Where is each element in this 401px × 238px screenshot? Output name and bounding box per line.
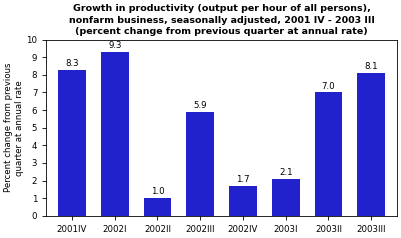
Bar	[272, 179, 300, 216]
Text: 1.0: 1.0	[151, 188, 164, 196]
Bar	[144, 198, 171, 216]
Text: 1.7: 1.7	[236, 175, 250, 184]
Text: 8.3: 8.3	[65, 59, 79, 68]
Text: 7.0: 7.0	[322, 82, 335, 91]
Text: 5.9: 5.9	[194, 101, 207, 110]
Bar	[58, 69, 86, 216]
Bar	[101, 52, 129, 216]
Y-axis label: Percent change from previous
quarter at annual rate: Percent change from previous quarter at …	[4, 63, 24, 193]
Text: 2.1: 2.1	[279, 168, 292, 177]
Bar	[314, 93, 342, 216]
Text: 8.1: 8.1	[365, 62, 378, 71]
Bar	[357, 73, 385, 216]
Text: 9.3: 9.3	[108, 41, 122, 50]
Title: Growth in productivity (output per hour of all persons),
nonfarm business, seaso: Growth in productivity (output per hour …	[69, 4, 375, 36]
Bar	[186, 112, 214, 216]
Bar	[229, 186, 257, 216]
